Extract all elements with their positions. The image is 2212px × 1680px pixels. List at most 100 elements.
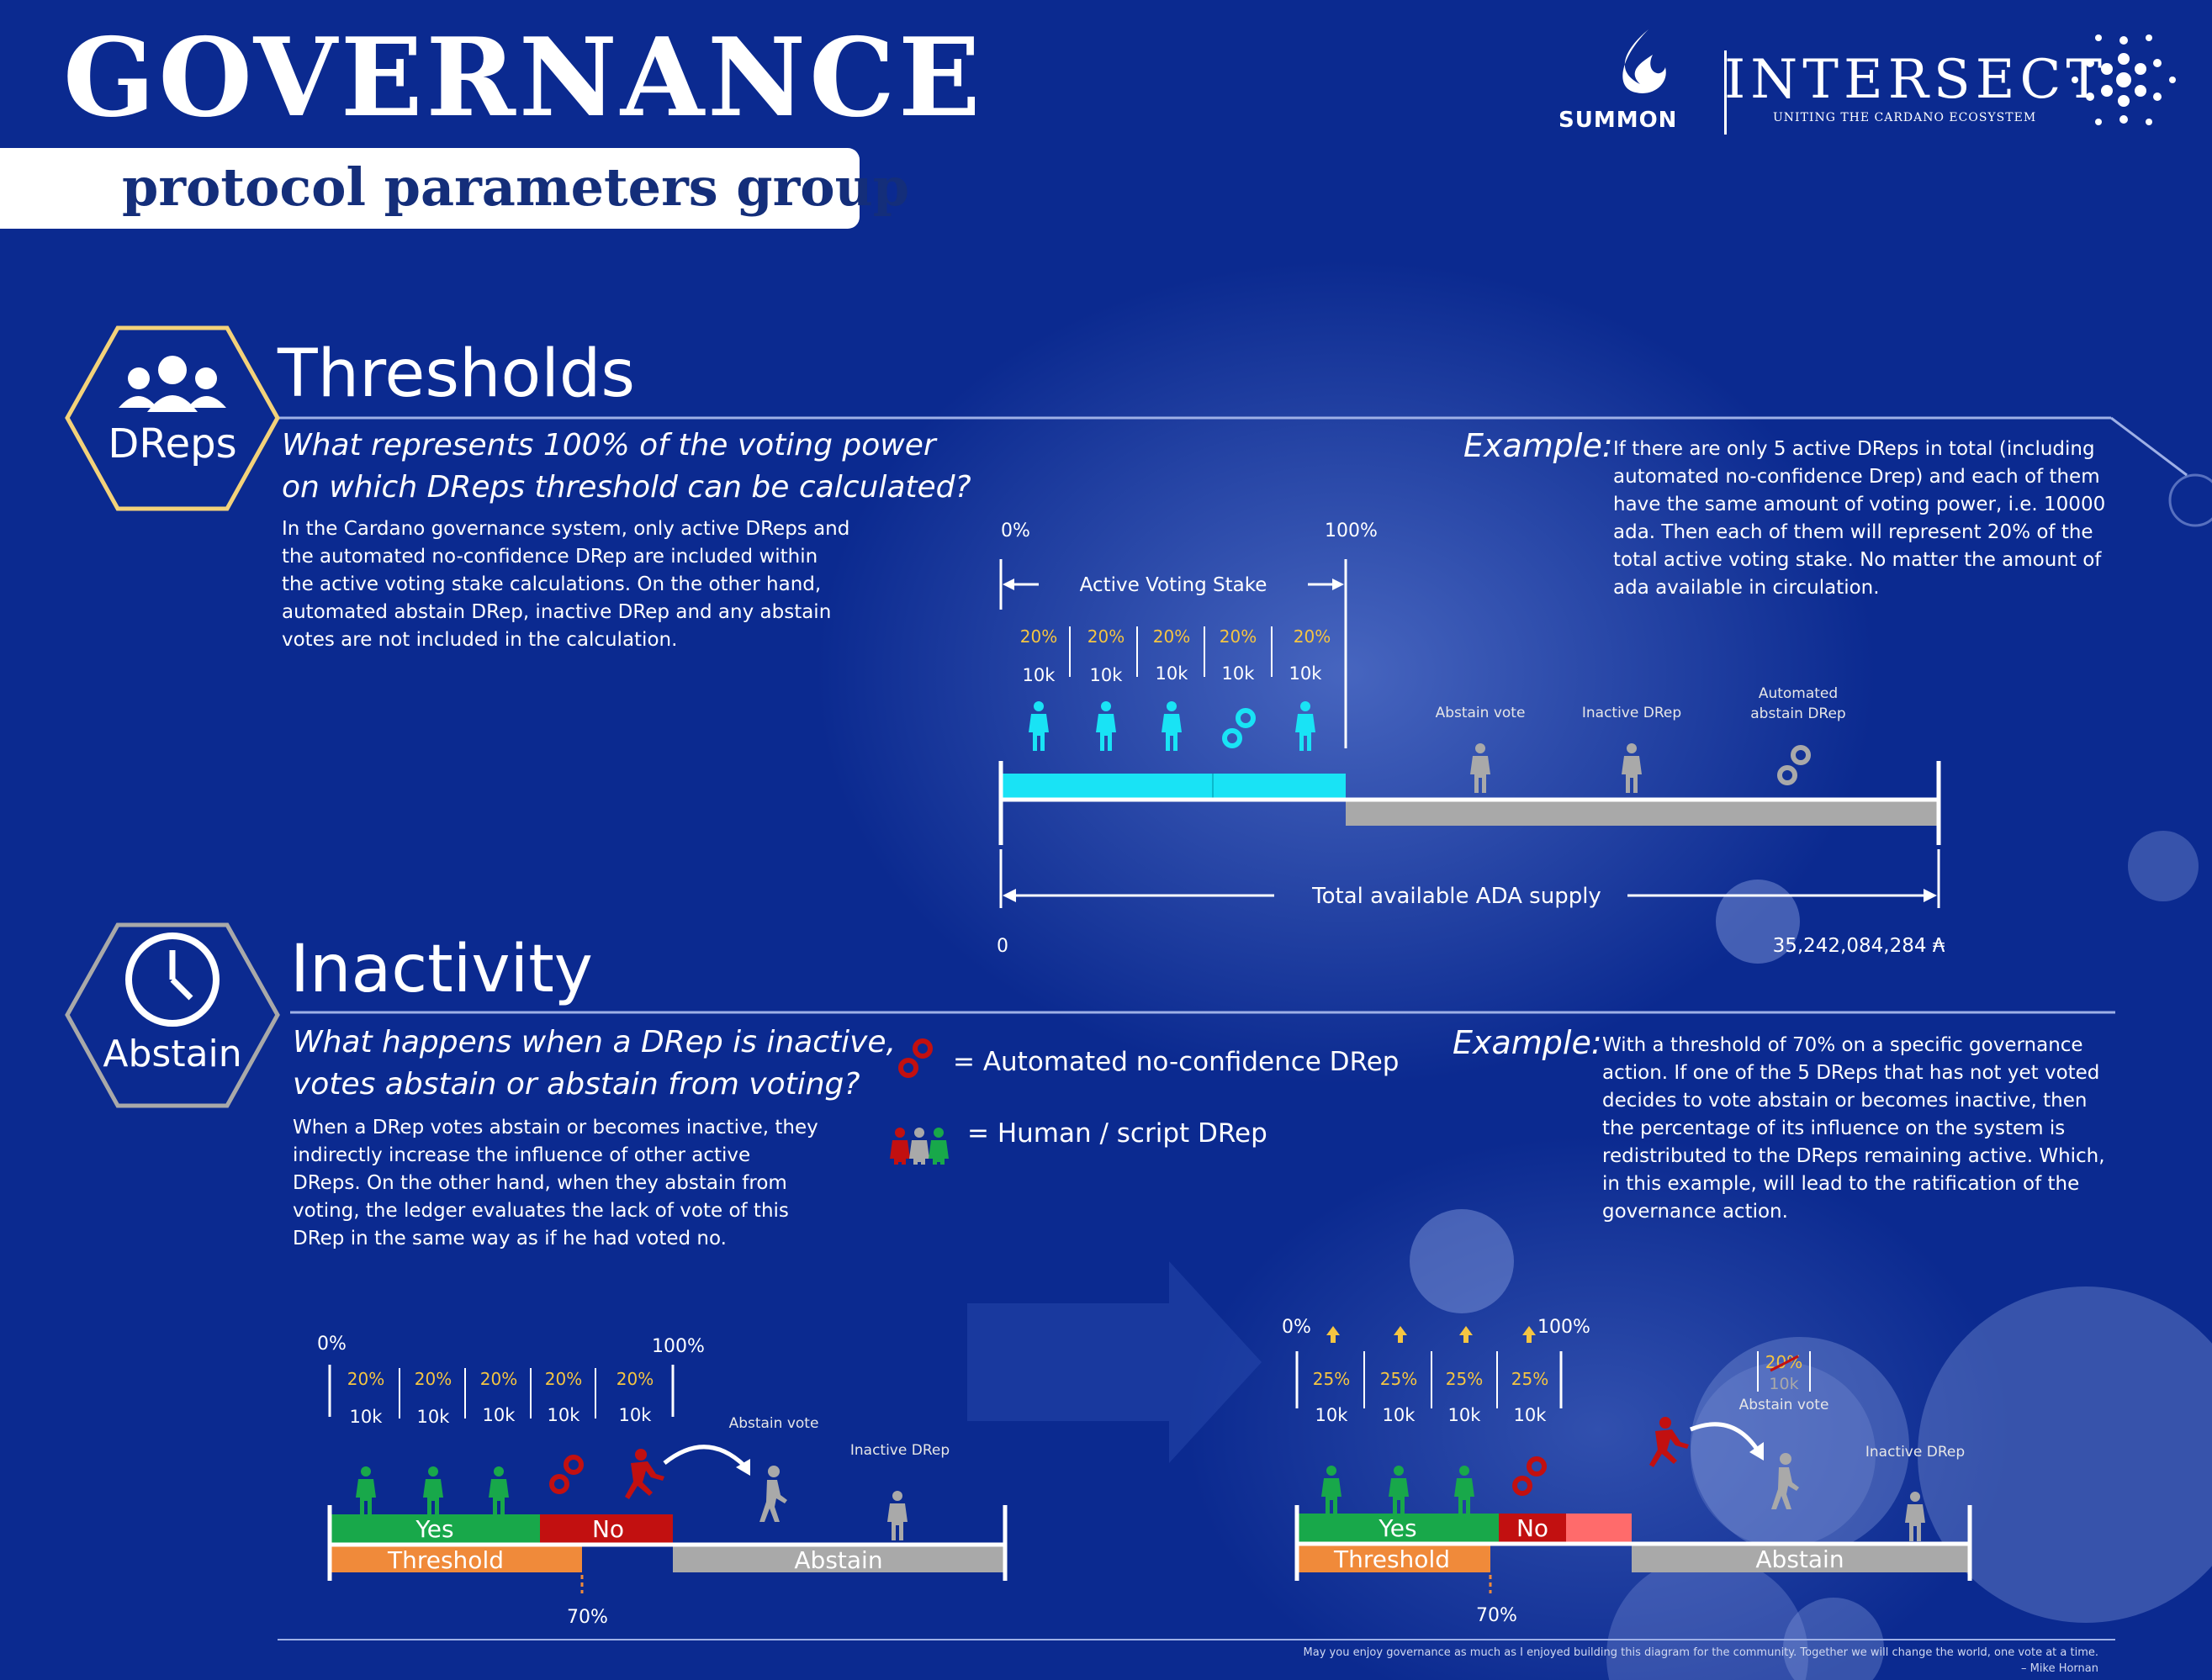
before-start-label: 0%	[317, 1334, 347, 1355]
thresholds-body-line: the active voting stake calculations. On…	[282, 573, 822, 595]
supply-start-label: 0	[997, 936, 1008, 957]
drep-amount: 10k	[1514, 1405, 1548, 1425]
thresholds-example-line: ada. Then each of them will represent 20…	[1613, 521, 2093, 543]
abstain-person-icon	[1470, 743, 1490, 793]
abstain-label: Abstain	[794, 1546, 882, 1574]
drep-pct: 25%	[1313, 1369, 1350, 1389]
running-person-icon	[1649, 1417, 1689, 1467]
thresholds-example-line: If there are only 5 active DReps in tota…	[1613, 438, 2095, 460]
total-supply-label: Total available ADA supply	[1311, 884, 1601, 909]
thresholds-body-line: votes are not included in the calculatio…	[282, 629, 678, 651]
thresholds-example-label: Example:	[1463, 427, 1613, 464]
clock-icon	[125, 932, 220, 1027]
inactivity-question-line-2: votes abstain or abstain from voting?	[293, 1067, 860, 1102]
thresholds-example-line: total active voting stake. No matter the…	[1613, 549, 2102, 571]
stake-start-label: 0%	[1001, 520, 1030, 542]
stake-end-label: 100%	[1325, 520, 1378, 542]
page-title: GOVERNANCE	[63, 15, 984, 141]
legend-person-icons	[890, 1128, 949, 1165]
abstain-bar	[673, 1545, 1005, 1572]
thresholds-body-line: automated abstain DRep, inactive DRep an…	[282, 601, 832, 623]
drep-amount: 10k	[417, 1407, 451, 1427]
drep-amount: 10k	[1448, 1405, 1482, 1425]
voting-stake-diagram: 0% 100% Active Voting Stake 20% 20% 20% …	[997, 520, 1945, 957]
thresholds-example-line: have the same amount of voting power, i.…	[1613, 494, 2106, 515]
inactivity-body-line: DReps. On the other hand, when they abst…	[293, 1172, 787, 1194]
abstain-hexagon-badge	[65, 922, 280, 1108]
drep-amount: 10k	[1023, 665, 1056, 685]
redistributed-no-bar	[1566, 1514, 1632, 1542]
drep-pct: 20%	[1220, 626, 1257, 647]
intersect-logo-text: INTERSECT	[1724, 49, 2108, 111]
automated-abstain-label-1: Automated	[1759, 685, 1838, 702]
thresholds-example-text: If there are only 5 active DReps in tota…	[1613, 436, 2105, 602]
inactivity-after-diagram: 0% 100% 25% 25% 25% 25% 10k 10k 10k 10k …	[1282, 1317, 1972, 1626]
drep-person-icon	[1162, 701, 1182, 751]
drep-pct: 20%	[347, 1369, 384, 1389]
legend-gear-icon	[898, 1038, 933, 1078]
drep-pct: 20%	[545, 1369, 582, 1389]
no-confidence-gear-icon	[549, 1455, 584, 1494]
yes-person-icon	[356, 1466, 376, 1516]
strike-icon	[1770, 1355, 1799, 1372]
before-end-label: 100%	[652, 1336, 705, 1357]
no-label: No	[1516, 1514, 1548, 1542]
inactivity-example-line: redistributed to the DReps remaining act…	[1602, 1145, 2105, 1167]
no-bar	[540, 1514, 673, 1543]
inactivity-example-line: With a threshold of 70% on a specific go…	[1602, 1034, 2083, 1056]
supply-end-label: 35,242,084,284 ₳	[1773, 935, 1945, 957]
legend-icons	[890, 1038, 949, 1165]
inactivity-example-line: decides to vote abstain or becomes inact…	[1602, 1090, 2088, 1112]
yes-bar	[1297, 1514, 1499, 1542]
drep-column-separators	[1069, 626, 1273, 677]
legend-human-label: = Human / script DRep	[967, 1118, 1267, 1149]
cardano-logo-icon	[2072, 34, 2176, 125]
drep-amount: 10k	[1289, 663, 1323, 684]
no-confidence-gear-icon	[1225, 711, 1253, 746]
inactivity-example-text: With a threshold of 70% on a specific go…	[1602, 1032, 2105, 1226]
drep-pct: 20%	[1087, 626, 1125, 647]
yes-label: Yes	[1378, 1514, 1416, 1542]
thresholds-question-line-1: What represents 100% of the voting power	[282, 428, 936, 462]
drep-pct: 25%	[1380, 1369, 1417, 1389]
people-group-icon	[119, 356, 226, 412]
yes-person-icon	[1389, 1466, 1409, 1515]
inactive-drep-label: Inactive DRep	[850, 1442, 950, 1459]
no-bar	[1499, 1514, 1566, 1542]
automated-abstain-label-2: abstain DRep	[1750, 705, 1845, 722]
inactive-person-icon	[887, 1491, 908, 1540]
thresholds-question: What represents 100% of the voting power…	[282, 425, 971, 509]
inactivity-body-line: indirectly increase the influence of oth…	[293, 1144, 751, 1166]
drep-pct: 25%	[1511, 1369, 1548, 1389]
abstain-gear-icon	[1780, 748, 1808, 783]
yes-person-icon	[1321, 1466, 1341, 1515]
page-subtitle: protocol parameters group	[122, 156, 910, 218]
threshold-bar	[1297, 1545, 1490, 1572]
inactivity-example-line: in this example, will lead to the ratifi…	[1602, 1173, 2080, 1195]
drep-amount: 10k	[1222, 663, 1256, 684]
drep-pct: 20%	[1294, 626, 1331, 647]
inactivity-title: Inactivity	[290, 932, 593, 1007]
inactive-stake-bar	[1346, 800, 1939, 826]
legend-auto-label: = Automated no-confidence DRep	[953, 1047, 1400, 1077]
inactivity-body-line: DRep in the same way as if he had voted …	[293, 1228, 727, 1249]
drep-amount: 10k	[1156, 663, 1189, 684]
thresholds-example-line: ada available in circulation.	[1613, 577, 1880, 599]
drep-pct: 20%	[415, 1369, 452, 1389]
drep-amount: 10k	[548, 1405, 581, 1425]
drep-amount: 10k	[619, 1405, 653, 1425]
threshold-bar	[330, 1545, 582, 1572]
dreps-badge-label: DReps	[108, 420, 237, 468]
struck-drep-amount: 10k	[1769, 1375, 1798, 1393]
abstain-vote-label: Abstain vote	[1739, 1397, 1829, 1413]
inactivity-before-diagram: 0% 100% 20% 20% 20% 20% 20% 10k 10k 10k …	[317, 1334, 1008, 1628]
increase-arrow-icons	[1326, 1326, 1536, 1343]
thresholds-body: In the Cardano governance system, only a…	[282, 515, 849, 654]
after-end-label: 100%	[1537, 1317, 1590, 1338]
inactive-person-icon	[1622, 743, 1642, 793]
threshold-label: Threshold	[1333, 1545, 1450, 1573]
summon-logo-text: SUMMON	[1558, 108, 1678, 133]
thresholds-body-line: In the Cardano governance system, only a…	[282, 518, 850, 540]
